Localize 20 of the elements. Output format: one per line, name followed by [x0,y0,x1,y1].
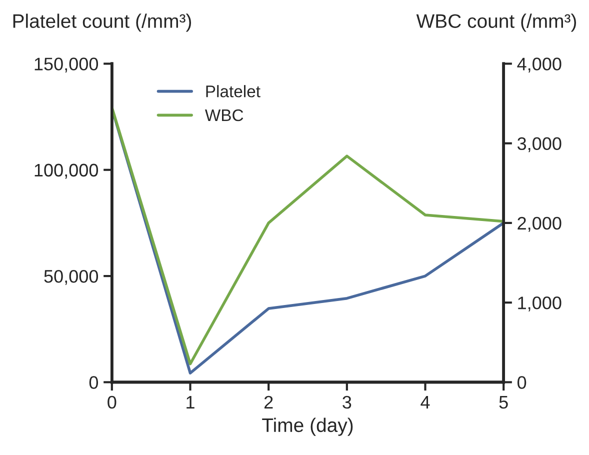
y2-axis-title: WBC count (/mm³) [416,14,576,32]
y2-tick-label: 3,000 [517,137,562,152]
x-axis-title: Time (day) [262,418,353,436]
y-axis-title: Platelet count (/mm³) [13,14,192,32]
x-tick-label: 0 [108,396,116,409]
legend-label: Platelet [206,85,260,98]
y2-tick-label: 1,000 [518,296,562,312]
y-tick-label: 100,000 [34,164,98,179]
x-tick-label: 2 [264,396,273,408]
y2-tick-label: 0 [517,376,526,389]
y2-tick-label: 4,000 [517,58,562,73]
y-tick-label: 0 [89,376,98,389]
y2-tick-label: 2,000 [518,216,562,232]
x-tick-label: 3 [342,396,352,409]
x-tick-label: 1 [186,396,194,408]
legend-label: WBC [204,109,244,122]
x-tick-label: 4 [420,396,430,408]
y-tick-label: 150,000 [34,58,98,73]
x-tick-label: 5 [499,396,508,409]
y-tick-label: 50,000 [44,270,98,285]
